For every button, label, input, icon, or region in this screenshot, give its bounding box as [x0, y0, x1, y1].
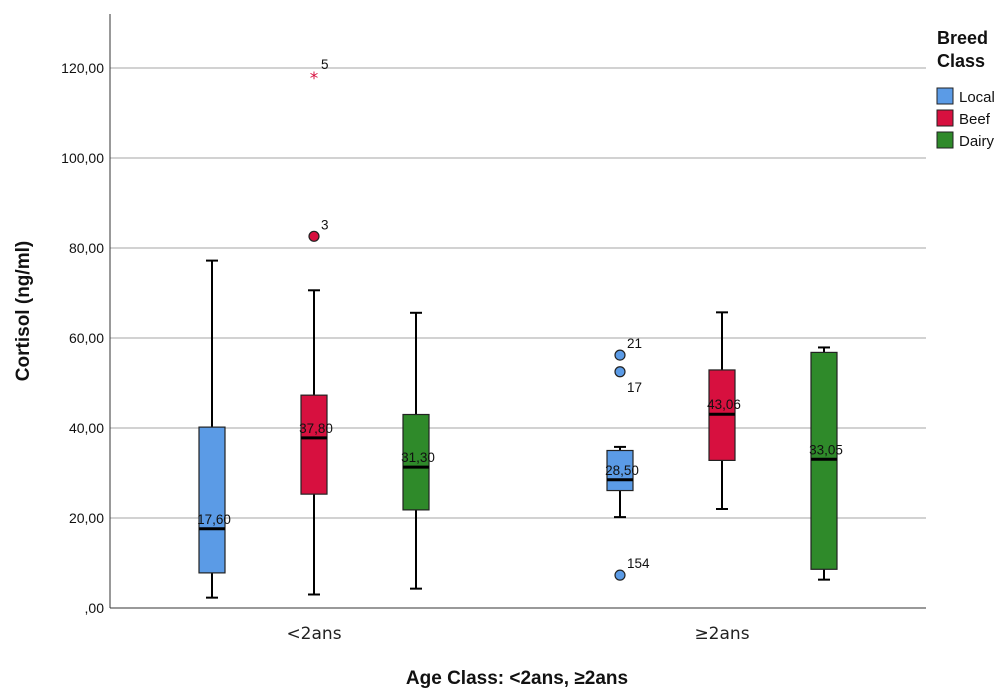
y-tick-label: 60,00 [69, 330, 104, 346]
y-tick-label: 20,00 [69, 510, 104, 526]
legend-title-line-2: Class [937, 51, 985, 71]
median-label: 33,05 [809, 442, 843, 457]
y-axis-title: Cortisol (ng/ml) [13, 241, 34, 381]
y-tick-labels: ,00 20,00 40,00 60,00 80,00 100,00 120,00 [61, 60, 104, 616]
x-tick-labels: <2ans ≥2ans [286, 624, 749, 644]
outlier-label: 21 [627, 336, 642, 351]
y-tick-label: ,00 [85, 600, 105, 616]
box-iqr [402, 413, 430, 511]
legend-label-local: Local [959, 89, 995, 106]
legend-swatch-local [936, 87, 954, 105]
outlier-point [614, 569, 626, 581]
x-axis-title: Age Class: <2ans, ≥2ans [406, 668, 628, 689]
box-local: 17,60 [197, 259, 231, 599]
outliers: 21 17 154 3 *5 [308, 57, 650, 581]
box-series: 17,60 28,50 37,80 43,06 31,30 33,05 [197, 259, 843, 599]
outlier-label: 17 [627, 380, 642, 395]
median-label: 17,60 [197, 512, 231, 527]
legend-swatch-beef [936, 109, 954, 127]
y-tick-label: 80,00 [69, 240, 104, 256]
median-label: 43,06 [707, 397, 741, 412]
axes [109, 14, 926, 609]
y-tick-label: 100,00 [61, 150, 104, 166]
y-tick-label: 40,00 [69, 420, 104, 436]
legend-label-beef: Beef [959, 111, 991, 128]
box-iqr [198, 426, 226, 574]
median-label: 28,50 [605, 463, 639, 478]
box-iqr [606, 449, 634, 492]
legend-items: Local Beef Dairy [936, 87, 995, 150]
box-dairy: 33,05 [809, 346, 843, 581]
outlier-point [614, 349, 626, 361]
box-beef: 43,06 [707, 311, 741, 510]
outlier-extreme: * [310, 69, 319, 89]
outlier-label: 154 [627, 556, 650, 571]
box-iqr [810, 351, 838, 570]
x-tick-label: ≥2ans [694, 624, 749, 644]
box-beef: 37,80 [299, 289, 333, 596]
legend: Breed Class Local Beef Dairy [936, 28, 995, 150]
outlier-point [308, 230, 320, 242]
legend-label-dairy: Dairy [959, 133, 995, 150]
y-tick-label: 120,00 [61, 60, 104, 76]
median-label: 31,30 [401, 450, 435, 465]
box-iqr [300, 394, 328, 495]
median-label: 37,80 [299, 421, 333, 436]
legend-title-line-1: Breed [937, 28, 988, 48]
box-dairy: 31,30 [401, 311, 435, 590]
gridlines [110, 67, 926, 519]
outlier-label: 3 [321, 217, 329, 232]
outlier-label: 5 [321, 57, 329, 72]
box-local: 28,50 [605, 445, 639, 519]
outlier-point [614, 366, 626, 378]
legend-swatch-dairy [936, 131, 954, 149]
x-tick-label: <2ans [286, 624, 341, 644]
